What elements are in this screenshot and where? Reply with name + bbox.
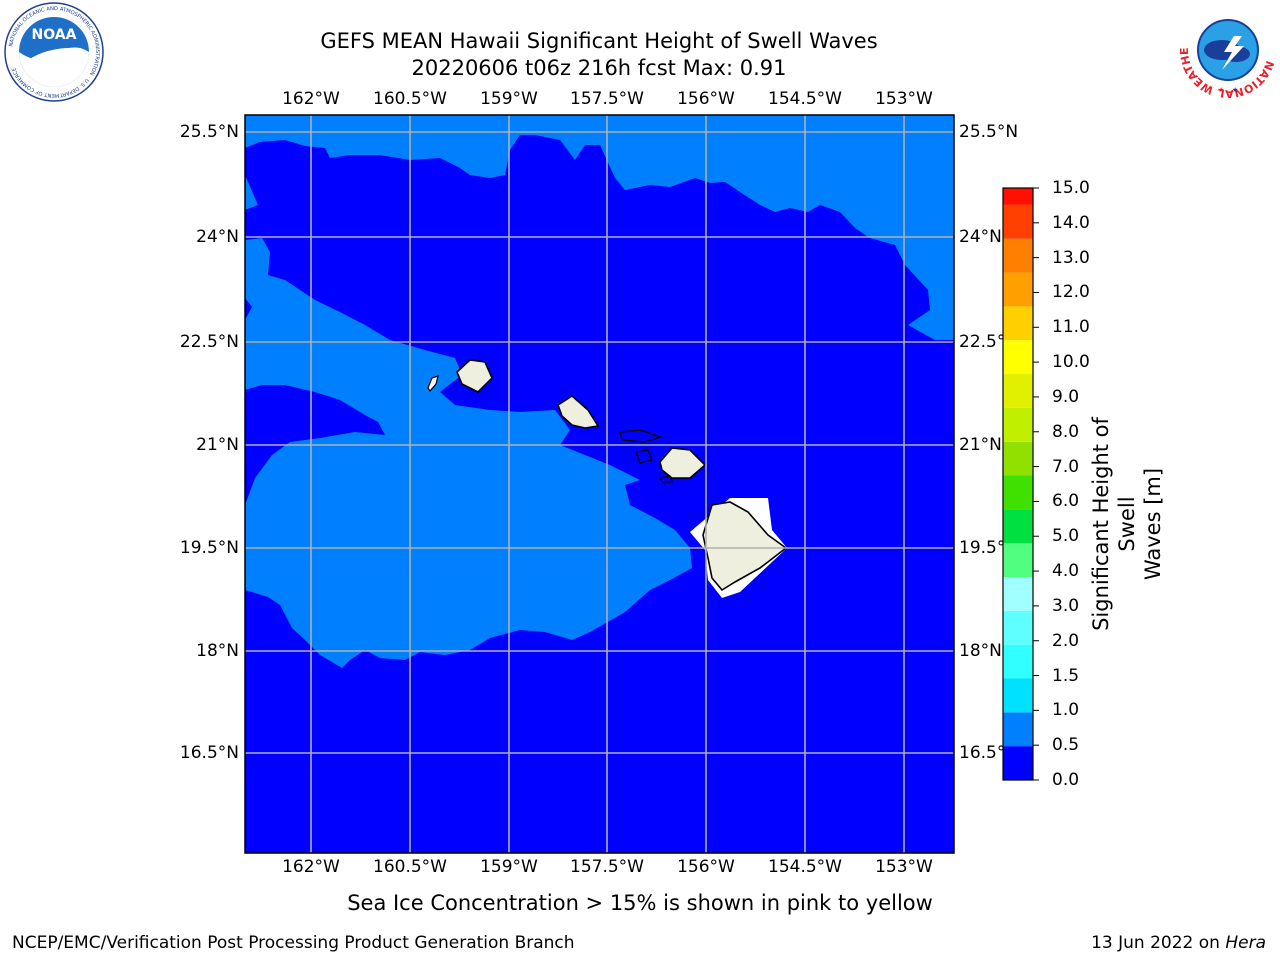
north-swell-band: [245, 115, 954, 340]
colorbar-tick-label: 10.0: [1052, 352, 1090, 373]
colorbar-swatch: [1003, 374, 1033, 408]
colorbar-swatch: [1003, 543, 1033, 578]
colorbar-label: Significant Height of Swell Waves [m]: [1088, 409, 1166, 639]
noaa-logo: NATIONAL OCEANIC AND ATMOSPHERIC ADMINIS…: [4, 2, 104, 102]
lon-tick-label: 153°W: [875, 857, 933, 877]
lon-tick-label: 153°W: [875, 89, 933, 109]
colorbar-tick-label: 13.0: [1052, 247, 1090, 268]
colorbar-tick-label: 11.0: [1052, 317, 1090, 338]
island-hawaii: [702, 501, 788, 592]
footer-credit: NCEP/EMC/Verification Post Processing Pr…: [12, 933, 575, 953]
lat-tick-label: 24°N: [959, 227, 1002, 247]
colorbar-tick-label: 6.0: [1052, 491, 1080, 512]
colorbar: [1003, 187, 1039, 781]
lat-tick-label: 25.5°N: [179, 122, 239, 142]
colorbar-swatch: [1003, 712, 1033, 747]
colorbar-tick-label: 8.0: [1052, 421, 1080, 442]
colorbar-swatch: [1003, 475, 1033, 510]
lat-tick-label: 18°N: [196, 641, 239, 661]
lat-tick-label: 16.5°N: [179, 743, 239, 763]
colorbar-swatch: [1003, 577, 1033, 611]
colorbar-tick-label: 0.5: [1052, 735, 1080, 756]
colorbar-swatch: [1003, 610, 1033, 645]
lat-tick-label: 19.5°N: [959, 538, 1003, 558]
colorbar-tick-label: 4.0: [1052, 561, 1080, 582]
footer-host: Hera: [1225, 933, 1266, 953]
colorbar-tick-label: 2.0: [1052, 630, 1080, 651]
island-molokai: [619, 429, 663, 443]
colorbar-swatch: [1003, 238, 1033, 273]
island-maui: [659, 447, 707, 479]
lat-tick-label: 25.5°N: [959, 122, 1019, 142]
lon-tick-label: 156°W: [677, 89, 735, 109]
colorbar-tick-label: 9.0: [1052, 386, 1080, 407]
colorbar-label-line1: Significant Height of Swell: [1089, 417, 1139, 631]
colorbar-tick-label: 1.5: [1052, 665, 1080, 686]
footer-date: 13 Jun 2022 on Hera: [1091, 933, 1266, 953]
west-notch: [245, 175, 258, 210]
lat-tick-label: 22.5°N: [959, 332, 1003, 352]
lon-tick-label: 159°W: [480, 857, 538, 877]
central-swell-region: [245, 238, 692, 668]
colorbar-tick-label: 14.0: [1052, 212, 1090, 233]
lon-tick-label: 160.5°W: [373, 857, 447, 877]
colorbar-label-line2: Waves [m]: [1141, 467, 1165, 581]
footer-date-text: 13 Jun 2022 on: [1091, 933, 1226, 953]
island-kauai: [456, 359, 493, 393]
colorbar-tick-label: 0.0: [1052, 770, 1080, 790]
colorbar-swatch: [1003, 441, 1033, 476]
lon-tick-label: 154.5°W: [768, 89, 842, 109]
colorbar-swatch: [1003, 746, 1033, 780]
svg-text:NOAA: NOAA: [32, 27, 77, 43]
island-oahu: [557, 395, 600, 429]
nws-logo: NATIONAL WEATHER SERVICE ★ ★: [1178, 0, 1278, 100]
lon-tick-label: 157.5°W: [570, 89, 644, 109]
colorbar-tick-label: 12.0: [1052, 282, 1090, 303]
colorbar-swatch: [1003, 188, 1033, 205]
colorbar-swatch: [1003, 340, 1033, 375]
lat-tick-label: 18°N: [959, 641, 1002, 661]
lon-tick-label: 154.5°W: [768, 857, 842, 877]
colorbar-tick-label: 3.0: [1052, 595, 1080, 616]
colorbar-swatch: [1003, 509, 1033, 544]
colorbar-frame: [1002, 187, 1034, 781]
island-kahoolawe: [659, 475, 673, 483]
lon-tick-label: 157.5°W: [570, 857, 644, 877]
colorbar-tick-label: 15.0: [1052, 178, 1090, 198]
map-frame: [244, 114, 955, 854]
lat-tick-label: 19.5°N: [179, 538, 239, 558]
colorbar-swatch: [1003, 678, 1033, 713]
lat-tick-label: 22.5°N: [179, 332, 239, 352]
lat-tick-label: 21°N: [196, 435, 239, 455]
island-lanai: [635, 449, 653, 464]
sea-ice-note: Sea Ice Concentration > 15% is shown in …: [347, 891, 933, 915]
lat-tick-label: 16.5°N: [959, 743, 1003, 763]
colorbar-swatch: [1003, 272, 1033, 307]
lon-tick-label: 160.5°W: [373, 89, 447, 109]
colorbar-tick-label: 5.0: [1052, 526, 1080, 547]
colorbar-tick-label: 1.0: [1052, 700, 1080, 721]
map-subtitle: 20220606 t06z 216h fcst Max: 0.91: [411, 56, 787, 80]
colorbar-swatch: [1003, 644, 1033, 679]
svg-text:★: ★: [1218, 86, 1224, 94]
colorbar-swatch: [1003, 204, 1033, 239]
colorbar-swatch: [1003, 407, 1033, 442]
lon-tick-label: 159°W: [480, 89, 538, 109]
lat-tick-label: 21°N: [959, 435, 1002, 455]
lon-tick-label: 162°W: [282, 89, 340, 109]
lat-tick-label: 24°N: [196, 227, 239, 247]
island-niihau: [427, 375, 439, 392]
lon-tick-label: 162°W: [282, 857, 340, 877]
graticule: [245, 115, 954, 853]
lon-tick-label: 156°W: [677, 857, 735, 877]
svg-text:★: ★: [1232, 86, 1238, 94]
colorbar-swatch: [1003, 306, 1033, 341]
map-title: GEFS MEAN Hawaii Significant Height of S…: [320, 29, 878, 53]
colorbar-tick-label: 7.0: [1052, 456, 1080, 477]
